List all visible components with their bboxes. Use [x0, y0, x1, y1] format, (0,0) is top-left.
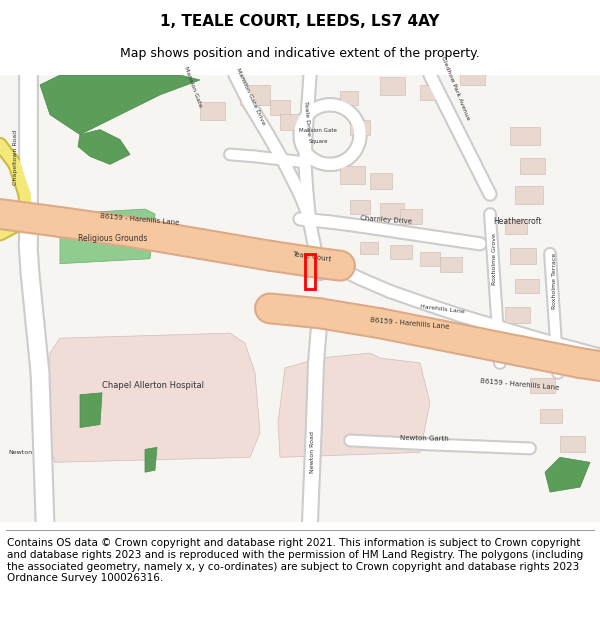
Text: 1, TEALE COURT, LEEDS, LS7 4AY: 1, TEALE COURT, LEEDS, LS7 4AY — [160, 14, 440, 29]
Text: Teale Drive: Teale Drive — [303, 100, 311, 136]
Bar — [350, 200, 370, 214]
Polygon shape — [48, 333, 260, 462]
Text: Mansion Gate Drive: Mansion Gate Drive — [235, 68, 265, 126]
Text: B6159 - Harehills Lane: B6159 - Harehills Lane — [100, 213, 179, 226]
Text: Chapeltown Road: Chapeltown Road — [13, 130, 19, 185]
Bar — [380, 203, 404, 219]
Text: Square: Square — [308, 139, 328, 144]
Bar — [460, 67, 485, 85]
Bar — [520, 158, 545, 174]
Bar — [280, 114, 302, 129]
Bar — [515, 279, 539, 294]
Text: Heathercroft: Heathercroft — [493, 217, 541, 226]
Bar — [440, 257, 462, 272]
Text: B6159 - Harehills Lane: B6159 - Harehills Lane — [370, 318, 449, 330]
Bar — [420, 85, 440, 100]
Bar — [270, 100, 290, 115]
Bar — [505, 219, 527, 234]
Polygon shape — [145, 448, 157, 472]
Text: Newton: Newton — [8, 451, 32, 456]
Text: B6159 - Harehills Lane: B6159 - Harehills Lane — [480, 378, 560, 391]
Text: Chapel Allerton Hospital: Chapel Allerton Hospital — [102, 381, 204, 390]
Polygon shape — [278, 353, 430, 458]
Polygon shape — [80, 392, 102, 428]
Bar — [340, 91, 358, 105]
Text: Roxholme Grove: Roxholme Grove — [491, 232, 497, 284]
Polygon shape — [60, 209, 155, 264]
Bar — [360, 242, 378, 254]
Bar — [530, 378, 555, 392]
Polygon shape — [78, 129, 130, 164]
Bar — [400, 209, 422, 224]
Bar — [505, 308, 530, 323]
Text: Mansion Gate: Mansion Gate — [299, 127, 337, 132]
Text: Newton Garth: Newton Garth — [400, 434, 449, 441]
Text: Gledhow Park Avenue: Gledhow Park Avenue — [440, 55, 470, 121]
Bar — [520, 345, 548, 363]
Bar — [200, 102, 225, 120]
Bar — [540, 409, 562, 422]
Bar — [305, 254, 315, 289]
Text: Harehills Lane: Harehills Lane — [420, 304, 465, 314]
Text: Map shows position and indicative extent of the property.: Map shows position and indicative extent… — [120, 48, 480, 61]
Polygon shape — [545, 458, 590, 492]
Bar — [510, 127, 540, 144]
Bar — [510, 248, 536, 264]
Bar — [390, 245, 412, 259]
Bar — [515, 186, 543, 204]
Text: Teale Court: Teale Court — [292, 251, 332, 262]
Text: Religious Grounds: Religious Grounds — [79, 234, 148, 243]
Bar — [240, 85, 270, 105]
Bar — [340, 166, 365, 184]
Text: Charnley Drive: Charnley Drive — [360, 216, 412, 225]
Text: Mansion Gate: Mansion Gate — [183, 66, 203, 108]
Bar — [420, 252, 440, 266]
Polygon shape — [40, 75, 200, 134]
Bar — [380, 77, 405, 95]
Text: Newton Road: Newton Road — [311, 431, 316, 473]
Bar — [350, 120, 370, 134]
Text: Roxholme Terrace: Roxholme Terrace — [553, 253, 557, 309]
Bar — [560, 436, 585, 452]
Text: Contains OS data © Crown copyright and database right 2021. This information is : Contains OS data © Crown copyright and d… — [7, 538, 583, 583]
Bar — [370, 173, 392, 189]
